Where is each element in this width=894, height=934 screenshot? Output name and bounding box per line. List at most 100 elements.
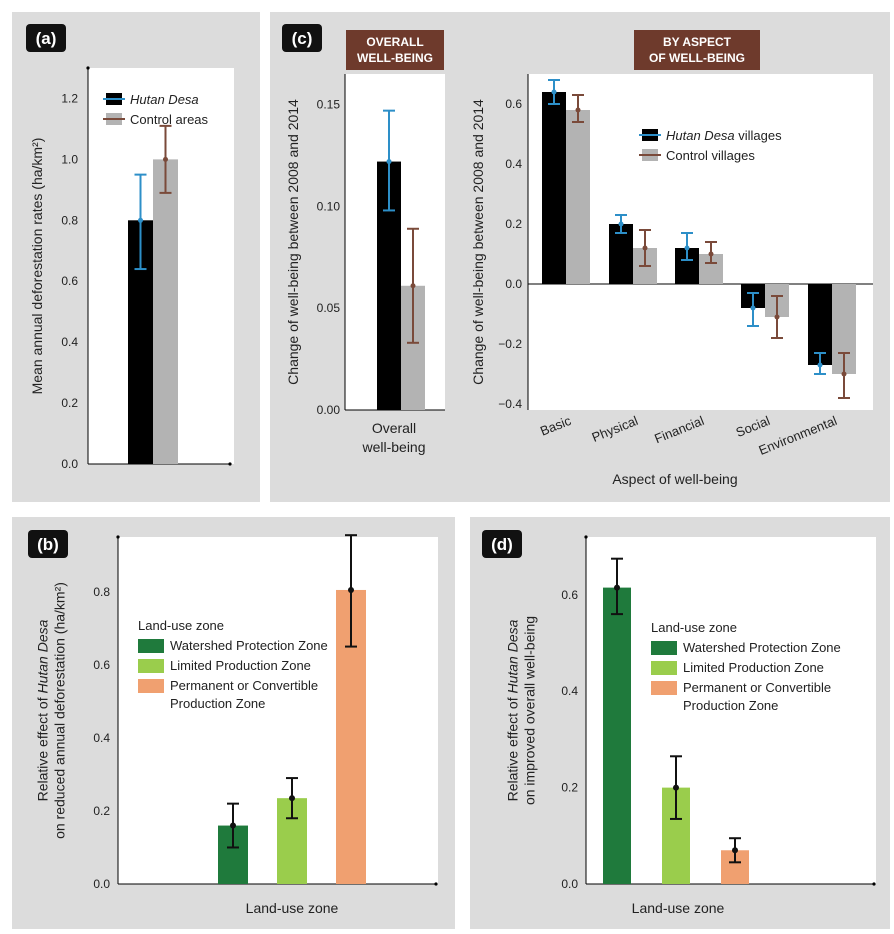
c2-point-control xyxy=(774,314,780,320)
d-legend-swatch-watershed xyxy=(651,641,677,655)
c2-bar-hutan-desa xyxy=(542,92,566,284)
c2-legend-label-2: Control villages xyxy=(666,148,755,163)
c2-y-tick-label: 0.4 xyxy=(505,157,522,171)
d-label-box xyxy=(482,530,522,558)
b-legend-swatch-limited xyxy=(138,659,164,673)
b-legend-label-limited: Limited Production Zone xyxy=(170,658,311,673)
a-point-hutan-desa xyxy=(138,217,143,223)
c2-point-hutan-desa xyxy=(551,89,557,95)
b-axis-end-dot xyxy=(434,882,438,886)
b-legend-label-watershed: Watershed Protection Zone xyxy=(170,638,328,653)
b-label-box xyxy=(28,530,68,558)
d-legend-swatch-limited xyxy=(651,661,677,675)
c-label: (c) xyxy=(292,29,313,48)
b-legend-label-permanent-line-1: Permanent or Convertible xyxy=(170,678,318,693)
d-legend-label-permanent-line-1: Permanent or Convertible xyxy=(683,680,831,695)
c-banner-aspect xyxy=(634,30,760,70)
c2-y-axis-title: Change of well-being between 2008 and 20… xyxy=(470,99,486,385)
c1-point-control xyxy=(410,283,416,289)
d-bar-watershed xyxy=(603,587,631,884)
c2-bar-control xyxy=(566,110,590,284)
d-point-permanent xyxy=(732,847,738,854)
c-banner-aspect-line-2: OF WELL-BEING xyxy=(649,51,745,65)
a-bar-control xyxy=(153,159,178,464)
d-point-limited xyxy=(673,784,679,791)
d-axis-top-dot xyxy=(584,535,588,539)
a-label: (a) xyxy=(36,29,57,48)
c1-y-tick-label: 0.00 xyxy=(317,403,341,417)
c-banner-overall xyxy=(346,30,444,70)
d-y-tick-label: 0.2 xyxy=(561,781,578,795)
plot-area-d xyxy=(586,537,876,884)
c-banner-aspect-line-1: BY ASPECT xyxy=(663,35,732,49)
b-y-tick-label: 0.0 xyxy=(93,877,110,891)
d-y-axis-title-line-1: Relative effect of Hutan Desa xyxy=(505,619,521,801)
c2-point-control xyxy=(708,251,714,257)
c2-category-label: Social xyxy=(734,413,773,440)
d-legend-label-watershed: Watershed Protection Zone xyxy=(683,640,841,655)
a-y-tick-label: 0.4 xyxy=(61,335,78,349)
b-y-tick-label: 0.6 xyxy=(93,658,110,672)
d-label: (d) xyxy=(491,535,513,554)
b-legend-title: Land-use zone xyxy=(138,618,224,633)
b-legend-label-permanent-line-2: Production Zone xyxy=(170,696,265,711)
d-y-tick-label: 0.0 xyxy=(561,877,578,891)
a-point-control xyxy=(163,156,168,162)
a-y-tick-label: 0.6 xyxy=(61,274,78,288)
b-y-tick-label: 0.2 xyxy=(93,804,110,818)
b-x-axis-title: Land-use zone xyxy=(246,900,339,916)
c2-y-tick-label: −0.4 xyxy=(498,397,522,411)
d-legend-swatch-permanent xyxy=(651,681,677,695)
c2-x-axis-title: Aspect of well-being xyxy=(612,471,737,487)
c-banner-overall-line-1: OVERALL xyxy=(366,35,423,49)
d-y-tick-label: 0.6 xyxy=(561,588,578,602)
b-point-limited xyxy=(289,795,295,802)
c2-y-tick-label: 0.2 xyxy=(505,217,522,231)
c2-point-control xyxy=(642,245,648,251)
a-label-box xyxy=(26,24,66,52)
c-banner-overall-line-2: WELL-BEING xyxy=(357,51,433,65)
c2-y-tick-label: 0.6 xyxy=(505,97,522,111)
b-legend-swatch-watershed xyxy=(138,639,164,653)
a-axis-top-dot xyxy=(86,66,90,70)
c1-y-tick-label: 0.10 xyxy=(317,199,341,213)
a-y-tick-label: 0.2 xyxy=(61,396,78,410)
c2-y-tick-label: 0.0 xyxy=(505,277,522,291)
b-axis-top-dot xyxy=(116,535,120,539)
c1-y-axis-title: Change of well-being between 2008 and 20… xyxy=(285,99,301,385)
a-y-tick-label: 1.0 xyxy=(61,152,78,166)
c2-point-hutan-desa xyxy=(618,221,624,227)
d-x-axis-title: Land-use zone xyxy=(632,900,725,916)
c2-point-hutan-desa xyxy=(817,362,823,368)
b-y-tick-label: 0.8 xyxy=(93,585,110,599)
c1-point-hutan-desa xyxy=(386,159,392,165)
a-y-axis-title: Mean annual deforestation rates (ha/km²) xyxy=(29,138,45,395)
c2-legend-label-1: Hutan Desa villages xyxy=(666,128,782,143)
c2-point-hutan-desa xyxy=(750,305,756,311)
c2-point-control xyxy=(575,107,581,113)
a-y-tick-label: 0.0 xyxy=(61,457,78,471)
d-point-watershed xyxy=(614,584,620,591)
a-legend-label-1: Hutan Desa xyxy=(130,92,199,107)
c1-y-tick-label: 0.05 xyxy=(317,301,341,315)
b-point-watershed xyxy=(230,822,236,829)
c2-bar-hutan-desa xyxy=(808,284,832,365)
c2-category-label: Basic xyxy=(538,413,574,439)
c-label-box xyxy=(282,24,322,52)
b-legend-swatch-permanent xyxy=(138,679,164,693)
c1-x-axis-title-line-2: well-being xyxy=(361,439,425,455)
c1-y-tick-label: 0.15 xyxy=(317,98,341,112)
b-point-permanent xyxy=(348,586,354,593)
d-legend-label-permanent-line-2: Production Zone xyxy=(683,698,778,713)
c2-point-control xyxy=(841,371,847,377)
c2-y-tick-label: −0.2 xyxy=(498,337,522,351)
b-y-axis-title-line-2: on reduced annual deforestation (ha/km²) xyxy=(52,582,68,839)
c1-x-axis-title-line-1: Overall xyxy=(372,420,416,436)
c2-category-label: Financial xyxy=(652,413,706,446)
d-legend-label-limited: Limited Production Zone xyxy=(683,660,824,675)
a-y-tick-label: 1.2 xyxy=(61,91,78,105)
d-y-axis-title-line-2: on improved overall well-being xyxy=(522,616,538,805)
d-legend-title: Land-use zone xyxy=(651,620,737,635)
c2-category-label: Physical xyxy=(590,413,641,445)
